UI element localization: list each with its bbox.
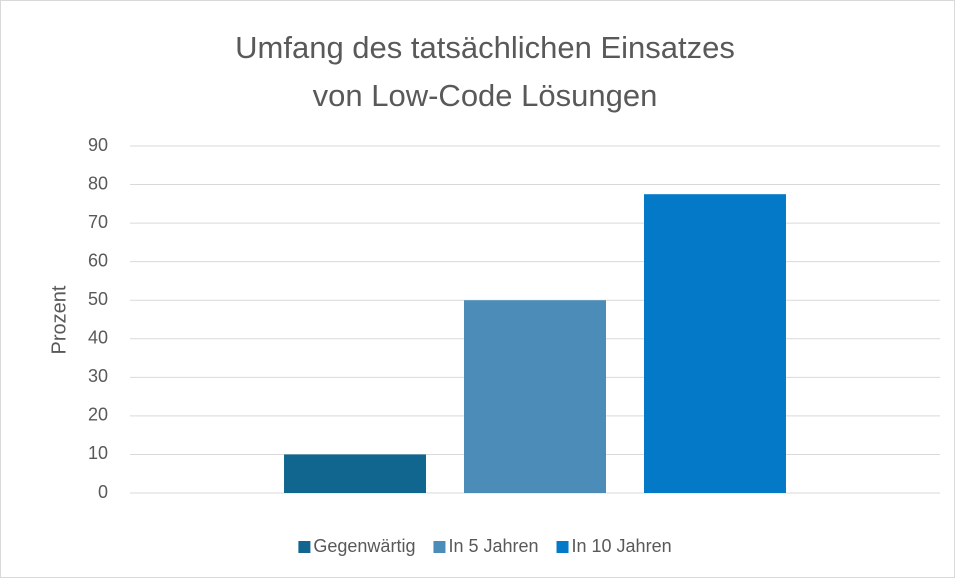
bar — [464, 300, 606, 493]
legend-swatch — [556, 541, 569, 553]
bar — [284, 454, 427, 493]
y-tick-label: 30 — [88, 366, 108, 386]
y-axis-label: Prozent — [48, 285, 70, 354]
legend-swatch — [433, 541, 446, 553]
y-tick-label: 60 — [88, 250, 108, 270]
y-tick-label: 80 — [88, 173, 108, 193]
legend-label: In 10 Jahren — [572, 536, 672, 556]
y-tick-label: 40 — [88, 328, 108, 348]
y-tick-label: 0 — [98, 482, 108, 502]
legend-label: Gegenwärtig — [313, 536, 415, 556]
chart-title: Umfang des tatsächlichen Einsatzes — [235, 30, 735, 65]
chart-subtitle: von Low-Code Lösungen — [313, 78, 658, 113]
y-tick-label: 10 — [88, 443, 108, 463]
y-tick-label: 90 — [88, 135, 108, 155]
legend-swatch — [298, 541, 311, 553]
y-tick-label: 20 — [88, 405, 108, 425]
y-tick-label: 50 — [88, 289, 108, 309]
y-tick-label: 70 — [88, 212, 108, 232]
bar — [643, 194, 786, 493]
legend-label: In 5 Jahren — [448, 536, 538, 556]
